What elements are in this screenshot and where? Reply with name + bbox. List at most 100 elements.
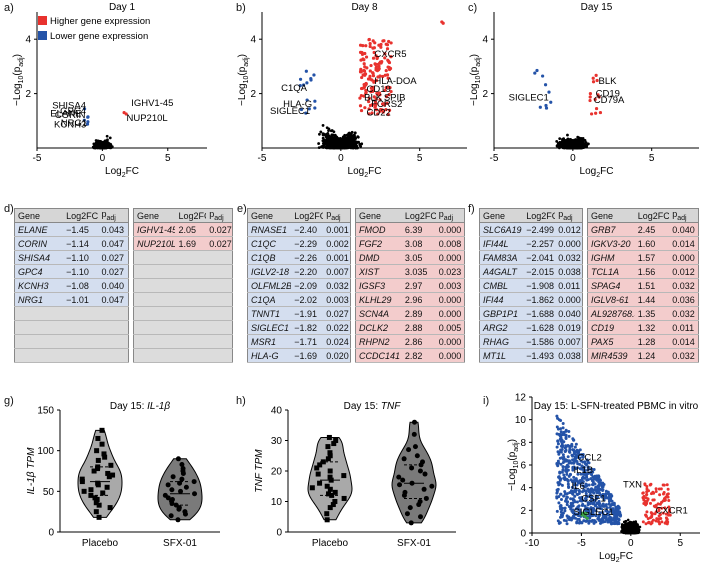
y-tick-label-b: 2	[250, 89, 256, 100]
down-point	[85, 122, 90, 126]
ns-point	[105, 134, 109, 138]
down-point	[615, 516, 619, 520]
ns-point	[100, 144, 104, 147]
up-point	[588, 98, 592, 103]
ns-point	[577, 142, 581, 146]
ns-point	[327, 134, 331, 138]
ns-point	[359, 144, 363, 148]
down-point	[82, 107, 87, 111]
up-point	[362, 62, 366, 66]
ns-point	[321, 139, 325, 143]
up-point	[373, 41, 377, 45]
up-point	[359, 86, 364, 91]
down-point	[561, 426, 565, 430]
up-point	[371, 71, 375, 75]
ns-point	[327, 127, 331, 131]
up-point	[377, 64, 381, 68]
ns-point	[317, 142, 321, 145]
legend-label-lower: Lower gene expression	[50, 31, 148, 42]
gene-label-ighv1-45: IGHV1-45	[131, 98, 173, 109]
down-point	[82, 118, 86, 122]
down-point	[544, 103, 548, 108]
up-point	[363, 72, 368, 76]
up-point	[362, 68, 366, 73]
ns-point	[628, 523, 632, 527]
ns-point	[324, 135, 328, 139]
ns-point	[584, 141, 588, 144]
up-point	[383, 52, 387, 56]
ns-point	[339, 138, 343, 142]
ns-point	[353, 134, 356, 138]
ns-point	[632, 525, 636, 529]
up-point	[383, 88, 387, 93]
up-point	[359, 108, 364, 113]
x-axis-label-a: Log2FC	[105, 166, 139, 179]
down-point	[559, 427, 563, 431]
up-point	[373, 62, 378, 67]
up-point	[381, 74, 385, 79]
up-point	[360, 75, 364, 80]
ns-point	[330, 133, 334, 137]
up-point	[381, 39, 385, 43]
down-point	[555, 490, 559, 494]
up-point	[589, 112, 594, 116]
x-tick-label-a: 5	[165, 153, 171, 164]
ns-point	[92, 142, 96, 146]
ns-point	[331, 137, 335, 141]
ns-point	[347, 135, 350, 139]
ns-point	[356, 135, 360, 139]
up-point	[387, 85, 391, 89]
up-point	[364, 55, 369, 59]
ns-point	[95, 146, 99, 149]
gene-label-corin: CORIN	[55, 110, 86, 121]
up-point	[387, 67, 392, 72]
up-point	[368, 42, 372, 46]
ns-point	[107, 141, 110, 145]
ns-point	[557, 146, 561, 150]
chart-title-c: Day 15	[581, 2, 613, 13]
up-point	[386, 58, 390, 62]
ns-point	[333, 140, 337, 144]
down-point	[566, 455, 570, 459]
up-point	[387, 108, 392, 112]
up-point	[364, 44, 368, 48]
up-point	[124, 112, 128, 116]
y-axis-label-c: −Log10(padj)	[469, 54, 482, 106]
ns-point	[334, 145, 338, 149]
up-point	[359, 58, 363, 62]
down-point	[555, 509, 559, 513]
up-point	[594, 106, 599, 111]
gene-label-blk: BLK	[364, 92, 383, 103]
ns-point	[635, 525, 638, 529]
up-point	[380, 60, 384, 64]
up-point	[368, 69, 372, 73]
up-point	[371, 74, 376, 78]
up-point	[375, 56, 379, 61]
gene-label-siglec1: SIGLEC1	[509, 92, 549, 103]
ns-point	[339, 143, 342, 147]
up-point	[376, 68, 381, 72]
up-point	[374, 108, 379, 112]
ns-point	[91, 145, 95, 149]
up-point	[373, 105, 377, 109]
gene-label-nup210l: NUP210L	[126, 113, 167, 124]
up-point	[374, 68, 378, 72]
down-point	[567, 434, 571, 438]
up-point	[441, 21, 445, 25]
y-tick-label-i: 2	[520, 506, 526, 517]
ns-point	[634, 520, 638, 523]
up-point	[359, 93, 363, 98]
ns-point	[358, 142, 362, 146]
down-point	[568, 450, 572, 454]
up-point	[374, 54, 378, 58]
down-point	[86, 120, 90, 124]
gene-label-hla-g: HLA-G	[283, 99, 312, 110]
down-point	[560, 470, 564, 474]
down-point	[561, 465, 565, 469]
up-point	[367, 38, 371, 42]
up-point	[378, 98, 382, 102]
ns-point	[102, 146, 106, 150]
ns-point	[344, 139, 348, 143]
down-point	[555, 445, 559, 449]
